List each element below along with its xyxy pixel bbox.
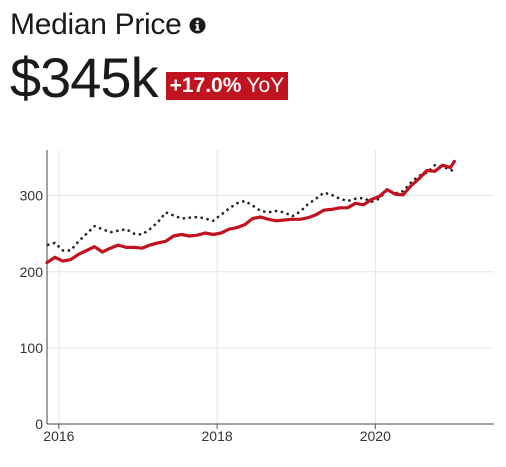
y-tick-label: 100 [20,340,44,356]
y-tick-label: 200 [20,264,44,280]
x-tick-label: 2016 [43,428,74,444]
change-badge: +17.0% YoY [165,72,289,100]
headline-value-row: $345k +17.0% YoY [10,46,289,109]
x-tick-label: 2020 [360,428,391,444]
y-tick-label: 300 [20,188,44,204]
median-price-value: $345k [10,46,159,109]
y-tick-label: 0 [35,416,43,432]
chart-header: Median Price [10,8,206,42]
x-tick-label: 2018 [202,428,233,444]
series-line-dotted [46,164,455,252]
change-percent: +17.0% [169,74,242,97]
series-line-solid [45,159,456,265]
title-row: Median Price [10,8,206,42]
change-period: YoY [246,74,285,97]
chart-title: Median Price [10,8,182,41]
info-icon[interactable] [189,17,206,34]
